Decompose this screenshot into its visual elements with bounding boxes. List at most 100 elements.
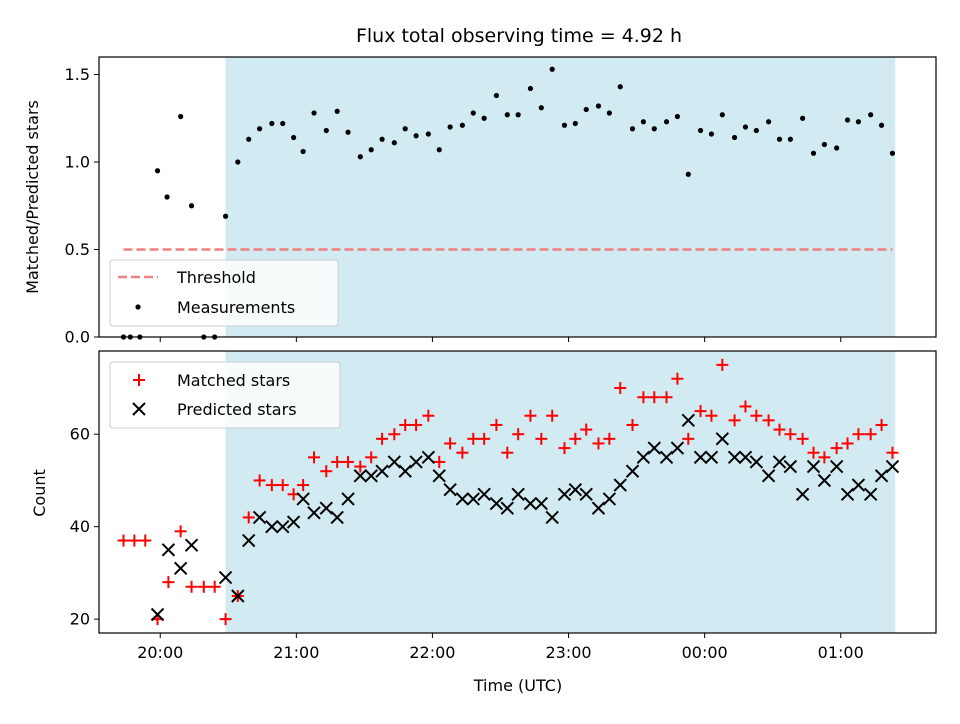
measurement-point xyxy=(493,92,500,99)
measurement-point xyxy=(776,136,783,142)
matched-star-point xyxy=(807,446,820,459)
measurement-point xyxy=(188,203,195,209)
measurement-point xyxy=(663,119,670,125)
measurement-point xyxy=(235,159,241,165)
predicted-star-point xyxy=(500,501,514,515)
xtick-label: 20:00 xyxy=(137,643,183,662)
predicted-star-point xyxy=(738,450,753,465)
predicted-star-point xyxy=(511,487,525,502)
matched-star-point xyxy=(276,479,289,492)
measurement-point xyxy=(436,147,442,153)
matched-star-point xyxy=(875,418,888,431)
x-axis-label: Time (UTC) xyxy=(473,676,562,695)
predicted-star-point xyxy=(795,487,810,502)
matched-star-point xyxy=(671,372,684,385)
measurement-point xyxy=(834,145,840,151)
matched-star-point xyxy=(762,414,775,427)
matched-star-point xyxy=(208,580,221,593)
matched-star-point xyxy=(219,613,232,626)
matched-star-point xyxy=(739,400,752,413)
count-ytick-label: 60 xyxy=(70,425,90,444)
predicted-star-point xyxy=(443,482,457,497)
matched-star-point xyxy=(626,418,639,431)
count-legend-box xyxy=(109,361,341,429)
predicted-star-point xyxy=(783,459,798,474)
xtick-label: 21:00 xyxy=(273,643,319,662)
matched-star-point xyxy=(660,391,673,404)
matched-star-point xyxy=(117,534,130,547)
predicted-star-point xyxy=(173,561,188,575)
matched-star-point xyxy=(399,418,412,431)
predicted-star-point xyxy=(625,464,640,478)
matched-star-point xyxy=(478,432,491,445)
predicted-star-point xyxy=(534,496,549,511)
measurement-point xyxy=(246,136,252,142)
predicted-star-point xyxy=(557,487,572,502)
measurement-point xyxy=(549,66,555,72)
matched-star-point xyxy=(467,432,480,445)
matched-star-point xyxy=(830,442,843,455)
matched-star-point xyxy=(162,576,175,589)
predicted-star-point xyxy=(432,469,446,483)
measurement-point xyxy=(810,150,817,156)
predicted-star-point xyxy=(150,607,165,622)
matched-star-point xyxy=(185,580,198,593)
measurement-point xyxy=(868,112,874,118)
measurement-point xyxy=(357,154,363,160)
predicted-star-point xyxy=(296,492,310,506)
predicted-star-point xyxy=(840,487,855,502)
measurement-point xyxy=(515,112,521,118)
measurement-point xyxy=(269,120,275,127)
ratio-legend: Threshold Measurements xyxy=(109,259,339,327)
measurement-point xyxy=(800,115,806,121)
predicted-star-point xyxy=(276,519,290,534)
count-y-axis-label: Count xyxy=(30,469,49,517)
matched-star-point xyxy=(784,428,797,441)
matched-star-point xyxy=(297,479,310,492)
count-panel-frame xyxy=(98,350,937,634)
predicted-star-point xyxy=(477,487,491,502)
measurement-point xyxy=(697,127,704,134)
matched-star-point xyxy=(535,432,548,445)
measurement-point xyxy=(583,106,589,113)
predicted-star-point xyxy=(421,450,436,465)
ratio-ytick-label: 1.0 xyxy=(65,153,90,172)
measurement-point xyxy=(345,129,351,135)
predicted-star-point xyxy=(409,455,423,469)
predicted-star-point xyxy=(579,487,593,502)
matched-star-point xyxy=(174,525,187,538)
predicted-star-point xyxy=(829,459,844,474)
predicted-star-point xyxy=(375,464,389,478)
measurement-point xyxy=(719,112,725,118)
count-legend: Matched stars Predicted stars xyxy=(109,361,341,429)
predicted-star-point xyxy=(863,487,878,502)
predicted-star-point xyxy=(286,515,301,529)
matched-star-point xyxy=(128,534,141,547)
ratio-ytick-label: 0.5 xyxy=(65,240,90,259)
matched-star-point xyxy=(558,442,571,455)
matched-star-point xyxy=(716,358,729,371)
matched-star-point xyxy=(410,418,423,431)
predicted-star-point xyxy=(387,455,402,469)
measurement-point xyxy=(766,119,772,125)
predicted-star-point xyxy=(681,413,696,428)
matched-star-point xyxy=(818,451,831,464)
predicted-star-point xyxy=(455,492,470,506)
predicted-star-point xyxy=(817,473,832,488)
matched-star-point xyxy=(864,428,877,441)
matched-star-point xyxy=(524,409,537,422)
predicted-star-point xyxy=(466,492,480,506)
measurement-point xyxy=(413,133,419,139)
measurement-point xyxy=(629,126,636,132)
predicted-star-point xyxy=(252,510,267,525)
measurement-point xyxy=(844,117,851,123)
legend-matched-label: Matched stars xyxy=(177,371,290,390)
predicted-star-point xyxy=(523,496,538,511)
predicted-star-point xyxy=(353,469,368,483)
matched-star-point xyxy=(637,391,650,404)
xtick-label: 23:00 xyxy=(545,643,591,662)
ratio-y-axis-label: Matched/Predicted stars xyxy=(23,100,42,294)
measurement-point xyxy=(572,120,578,127)
measurement-point xyxy=(787,136,793,142)
